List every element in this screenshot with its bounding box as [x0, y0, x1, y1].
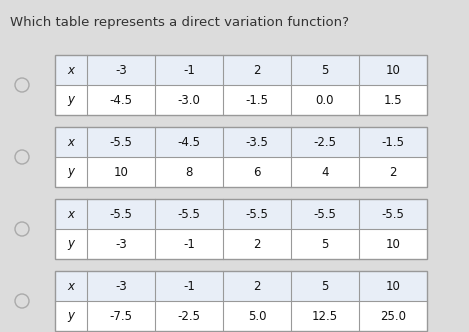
Text: Which table represents a direct variation function?: Which table represents a direct variatio… [10, 16, 349, 29]
Text: -5.5: -5.5 [110, 208, 132, 220]
Text: y: y [68, 94, 75, 107]
Circle shape [15, 294, 29, 308]
Text: -5.5: -5.5 [178, 208, 200, 220]
Text: x: x [68, 135, 75, 148]
Text: 5: 5 [321, 237, 329, 251]
Bar [55, 85, 427, 115]
Bar [55, 301, 427, 331]
Text: -1: -1 [183, 63, 195, 76]
Bar [55, 127, 427, 187]
Text: 1.5: 1.5 [384, 94, 402, 107]
Text: 10: 10 [386, 280, 401, 292]
Text: 2: 2 [389, 165, 397, 179]
Text: -3: -3 [115, 237, 127, 251]
Text: 5.0: 5.0 [248, 309, 266, 322]
Text: 10: 10 [113, 165, 129, 179]
Text: y: y [68, 165, 75, 179]
Text: 2: 2 [253, 237, 261, 251]
Text: x: x [68, 63, 75, 76]
Text: x: x [68, 280, 75, 292]
Text: -3.5: -3.5 [246, 135, 268, 148]
Text: -3: -3 [115, 280, 127, 292]
Text: x: x [68, 208, 75, 220]
Text: -7.5: -7.5 [109, 309, 133, 322]
Text: 10: 10 [386, 63, 401, 76]
Bar [55, 271, 427, 301]
Text: y: y [68, 309, 75, 322]
Text: -5.5: -5.5 [314, 208, 336, 220]
Bar [55, 55, 427, 115]
Text: -1.5: -1.5 [381, 135, 404, 148]
Bar [55, 229, 427, 259]
Bar [55, 55, 427, 85]
Bar [55, 271, 427, 331]
Text: 0.0: 0.0 [316, 94, 334, 107]
Text: 12.5: 12.5 [312, 309, 338, 322]
Text: -1: -1 [183, 237, 195, 251]
Circle shape [15, 78, 29, 92]
Text: -5.5: -5.5 [110, 135, 132, 148]
Text: 4: 4 [321, 165, 329, 179]
Text: 25.0: 25.0 [380, 309, 406, 322]
Circle shape [15, 150, 29, 164]
Text: 8: 8 [185, 165, 193, 179]
Bar [55, 157, 427, 187]
Bar [55, 199, 427, 229]
Text: -4.5: -4.5 [109, 94, 133, 107]
Bar [55, 199, 427, 259]
Bar [55, 127, 427, 157]
Text: -5.5: -5.5 [382, 208, 404, 220]
Text: -4.5: -4.5 [177, 135, 201, 148]
Text: 5: 5 [321, 280, 329, 292]
Text: 2: 2 [253, 280, 261, 292]
Text: -2.5: -2.5 [313, 135, 336, 148]
Text: 5: 5 [321, 63, 329, 76]
Text: -3.0: -3.0 [178, 94, 200, 107]
Circle shape [15, 222, 29, 236]
Text: y: y [68, 237, 75, 251]
Text: -1.5: -1.5 [245, 94, 268, 107]
Text: -1: -1 [183, 280, 195, 292]
Text: -2.5: -2.5 [177, 309, 201, 322]
Text: -5.5: -5.5 [246, 208, 268, 220]
Text: 10: 10 [386, 237, 401, 251]
Text: 6: 6 [253, 165, 261, 179]
Text: 2: 2 [253, 63, 261, 76]
Text: -3: -3 [115, 63, 127, 76]
